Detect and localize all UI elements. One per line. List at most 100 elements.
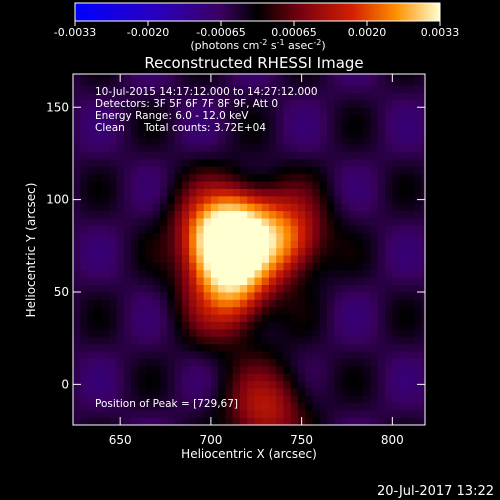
heatmap-cell [167,314,176,322]
heatmap-cell [123,380,132,389]
heatmap-cell [160,158,168,167]
heatmap-cell [297,122,306,130]
heatmap-cell [73,284,81,293]
heatmap-cell [385,299,393,308]
heatmap-cell [102,85,110,93]
heatmap-cell [414,336,422,345]
heatmap-cell [290,358,299,367]
heatmap-cell [80,388,88,396]
heatmap-cell [218,358,226,367]
heatmap-cell [290,321,299,330]
heatmap-cell [348,129,357,138]
heatmap-cell [145,343,154,352]
heatmap-cell [239,255,248,263]
heatmap-cell [254,321,263,330]
heatmap-cell [116,144,125,152]
heatmap-cell [370,114,379,123]
heatmap-cell [87,247,96,256]
heatmap-cell [312,395,321,404]
heatmap-cell [189,380,197,389]
heatmap-cell [283,277,292,285]
heatmap-cell [189,74,197,79]
heatmap-cell [297,380,306,389]
heatmap-cell [203,351,212,359]
heatmap-cell [203,269,212,278]
heatmap-cell [174,343,183,352]
heatmap-cell [232,85,241,93]
heatmap-cell [247,188,255,197]
heatmap-cell [290,107,299,116]
heatmap-cell [174,402,183,411]
heatmap-cell [181,99,190,108]
heatmap-cell [152,92,161,101]
heatmap-cell [210,129,219,138]
heatmap-cell [392,210,400,219]
heatmap-cell [319,210,328,219]
heatmap-cell [225,203,234,212]
heatmap-cell [94,380,103,389]
heatmap-cell [239,129,248,138]
heatmap-cell [414,129,422,138]
heatmap-cell [414,218,422,226]
heatmap-cell [123,181,132,189]
heatmap-cell [327,314,335,322]
heatmap-cell [232,232,241,241]
heatmap-cell [167,402,176,411]
heatmap-cell [319,218,328,226]
heatmap-cell [356,136,364,145]
heatmap-cell [377,144,386,152]
heatmap-cell [377,269,386,278]
heatmap-cell [160,321,168,330]
heatmap-cell [189,284,197,293]
heatmap-cell [181,181,190,189]
heatmap-cell [319,321,328,330]
heatmap-cell [87,277,96,285]
heatmap-cell [218,158,226,167]
heatmap-cell [145,395,154,404]
heatmap-cell [116,351,125,359]
heatmap-cell [327,365,335,374]
heatmap-cell [356,291,364,300]
heatmap-cell [312,291,321,300]
heatmap-cell [203,343,212,352]
heatmap-cell [174,188,183,197]
heatmap-cell [276,210,284,219]
heatmap-cell [232,74,241,79]
heatmap-cell [356,262,364,271]
heatmap-cell [312,336,321,345]
heatmap-cell [102,417,110,425]
heatmap-cell [327,299,335,308]
heatmap-cell [232,328,241,337]
heatmap-cell [305,269,313,278]
heatmap-cell [363,336,371,345]
heatmap-cell [261,351,270,359]
heatmap-cell [283,203,292,212]
heatmap-cell [102,77,110,86]
heatmap-cell [196,99,205,108]
heatmap-cell [254,232,263,241]
heatmap-cell [167,351,176,359]
heatmap-cell [406,410,415,419]
heatmap-cell [385,114,393,123]
heatmap-cell [254,181,263,189]
heatmap-cell [305,417,313,425]
heatmap-cell [406,373,415,382]
heatmap-cell [160,284,168,293]
heatmap-cell [225,114,234,123]
heatmap-cell [160,114,168,123]
heatmap-cell [203,284,212,293]
heatmap-cell [102,129,110,138]
heatmap-cell [239,173,248,182]
heatmap-cell [261,210,270,219]
heatmap-cell [363,232,371,241]
heatmap-cell [94,210,103,219]
heatmap-cell [174,351,183,359]
heatmap-cell [377,158,386,167]
y-tick-label: 0 [61,377,69,391]
heatmap-cell [356,247,364,256]
heatmap-cell [152,277,161,285]
heatmap-cell [254,210,263,219]
heatmap-cell [268,336,277,345]
heatmap-cell [167,269,176,278]
heatmap-cell [145,203,154,212]
